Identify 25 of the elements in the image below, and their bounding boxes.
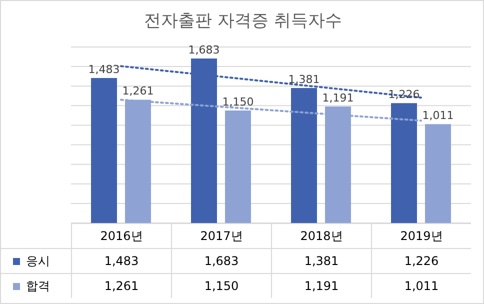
text: 1,683 — [188, 43, 220, 56]
text: 1,483 — [88, 62, 120, 76]
legend-label: 합격 — [1, 273, 71, 298]
text: 1,191 — [322, 92, 354, 105]
data-label: 1,011 — [371, 273, 471, 298]
text: 1,381 — [288, 72, 320, 86]
data-label: 1,261 — [71, 273, 171, 298]
bar — [391, 103, 417, 223]
x-tick-label: 2017년 — [171, 223, 271, 248]
data-label: 1,683 — [171, 248, 271, 273]
bar — [425, 124, 451, 223]
data-label: 1,226 — [371, 248, 471, 273]
chart-title: 전자출판 자격증 취득자수 — [143, 10, 343, 32]
data-label: 1,150 — [171, 273, 271, 298]
text: 1,150 — [222, 96, 254, 109]
x-tick-label: 2018년 — [271, 223, 371, 248]
bar — [91, 78, 117, 223]
x-tick-label: 2019년 — [371, 223, 471, 248]
data-label: 1,381 — [271, 248, 371, 273]
data-label: 1,483 — [71, 248, 171, 273]
legend-label: 응시 — [1, 248, 71, 273]
text: 1,261 — [122, 84, 154, 98]
data-label: 1,191 — [271, 273, 371, 298]
x-tick-label: 2016년 — [71, 223, 171, 248]
text: 1,011 — [422, 109, 454, 122]
